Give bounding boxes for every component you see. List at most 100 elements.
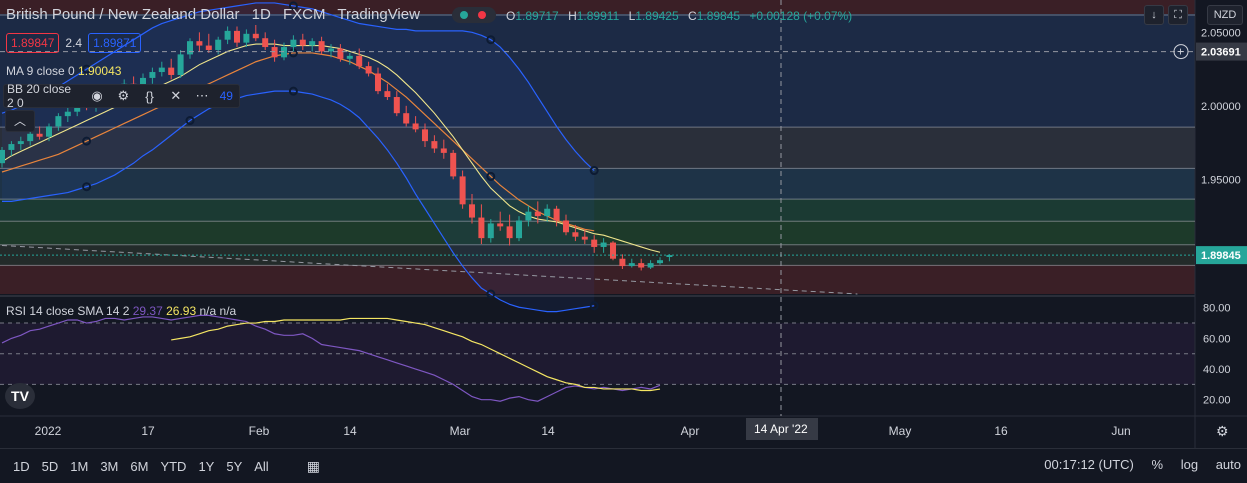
timeframe-1m[interactable]: 1M: [70, 458, 89, 474]
settings-gear-icon[interactable]: ⚙: [1216, 423, 1229, 439]
candle-body: [196, 41, 203, 46]
candle-body: [459, 176, 466, 205]
bb-label: BB 20 close 2 0: [7, 82, 72, 110]
candle-body: [149, 72, 156, 78]
symbol-name[interactable]: British Pound / New Zealand Dollar: [6, 6, 240, 23]
utc-clock[interactable]: 00:17:12 (UTC): [1044, 457, 1134, 472]
timeframe-ytd[interactable]: YTD: [160, 458, 187, 474]
candlestick-series: [0, 24, 673, 271]
timeframe-5y[interactable]: 5Y: [226, 458, 243, 474]
open-value: 1.89717: [515, 9, 559, 23]
timeframe-6m[interactable]: 6M: [130, 458, 149, 474]
currency-button[interactable]: NZD: [1207, 5, 1243, 25]
candle-body: [271, 47, 278, 58]
bb-value: 49: [219, 89, 233, 103]
timeframe-3m[interactable]: 3M: [100, 458, 119, 474]
percent-toggle[interactable]: %: [1151, 457, 1164, 472]
crosshair-price-label: 2.03691: [1201, 47, 1241, 59]
candle-body: [337, 48, 344, 59]
rsi-tick: 20.00: [1203, 395, 1231, 407]
candle-body: [553, 208, 560, 221]
collapse-legend-button[interactable]: ︿: [5, 110, 35, 132]
candle-body: [356, 55, 363, 67]
open-label: O: [506, 9, 516, 23]
sell-button[interactable]: 1.89847: [6, 33, 60, 53]
fullscreen-icon[interactable]: ⛶: [1168, 5, 1188, 25]
candle-body: [46, 126, 52, 137]
rsi-tick: 40.00: [1203, 364, 1231, 376]
candle-body: [487, 223, 494, 239]
add-alert-icon: [1173, 44, 1189, 60]
candle-body: [440, 148, 447, 153]
price-tick: 1.95000: [1201, 174, 1241, 186]
interval-label[interactable]: 1D: [251, 6, 271, 23]
candle-body: [243, 33, 250, 43]
close-value: 1.89845: [696, 9, 741, 23]
bb-marker: [486, 171, 496, 181]
download-icon[interactable]: ↓: [1144, 5, 1164, 25]
candle-body: [450, 152, 457, 177]
source-label: TradingView: [337, 6, 420, 23]
bb-basis-line: [1, 52, 595, 232]
bb-marker: [589, 166, 599, 176]
price-tick: 2.00000: [1201, 101, 1241, 113]
rsi-tick: 80.00: [1203, 303, 1231, 315]
more-icon[interactable]: ⋯: [195, 88, 209, 103]
bb-marker: [82, 136, 92, 146]
candle-body: [572, 232, 579, 237]
timeframe-1y[interactable]: 1Y: [198, 458, 215, 474]
bb-marker: [185, 10, 195, 20]
timeframe-5d[interactable]: 5D: [41, 458, 59, 474]
buy-button[interactable]: 1.89871: [88, 33, 142, 53]
bb-marker: [82, 182, 92, 192]
candle-body: [168, 67, 175, 75]
candle-body: [187, 41, 193, 55]
bb-legend[interactable]: BB 20 close 2 0 ◉ ⚙ {} ✕ ⋯ 49: [3, 82, 240, 110]
high-value: 1.89911: [576, 9, 620, 23]
change-value: +0.00128 (+0.07%): [749, 9, 853, 23]
time-tick: Mar: [450, 424, 471, 438]
candle-body: [224, 30, 231, 40]
ma-legend[interactable]: MA 9 close 0 1.90043: [6, 64, 121, 78]
bb-marker: [288, 86, 298, 96]
low-value: 1.89425: [635, 9, 679, 23]
time-tick: 14: [541, 424, 555, 438]
candle-body: [591, 239, 598, 247]
price-axis: 2.050002.000001.950001.9000080.0060.0040…: [0, 27, 1247, 407]
candle-body: [309, 41, 316, 46]
ma-value: 1.90043: [78, 64, 122, 78]
market-status[interactable]: [452, 7, 496, 23]
timeframe-1d[interactable]: 1D: [13, 458, 30, 474]
candle-body: [628, 263, 635, 267]
timeframe-all[interactable]: All: [254, 458, 269, 474]
horizontal-levels: [0, 14, 1195, 266]
rsi-legend[interactable]: RSI 14 close SMA 14 2 29.37 26.93 n/a n/…: [6, 304, 236, 318]
price-tick: 2.05000: [1201, 27, 1241, 39]
candle-body: [657, 260, 663, 264]
candle-body: [64, 111, 71, 117]
crosshair-price-badge: [1196, 42, 1247, 61]
eye-icon[interactable]: ◉: [91, 88, 103, 103]
quote-panel: 1.89847 2.4 1.89871: [6, 32, 142, 54]
candle-body: [581, 236, 588, 240]
timeframe-buttons: 1D 5D 1M 3M 6M YTD 1Y 5Y All: [0, 459, 269, 474]
bb-marker: [486, 289, 496, 299]
bollinger-bands: [1, 1, 599, 313]
low-label: L: [628, 9, 636, 23]
tradingview-logo-icon[interactable]: TV: [5, 383, 35, 409]
log-toggle[interactable]: log: [1180, 457, 1199, 472]
time-tick: 17: [141, 424, 155, 438]
auto-toggle[interactable]: auto: [1215, 457, 1241, 472]
source-code-icon[interactable]: {}: [145, 88, 154, 104]
candle-body: [299, 39, 306, 46]
close-icon[interactable]: ✕: [170, 88, 182, 103]
candle-body: [544, 208, 551, 217]
candle-body: [412, 123, 419, 130]
candle-body: [17, 141, 24, 145]
calendar-icon[interactable]: ▦: [306, 457, 320, 474]
candle-body: [205, 45, 212, 50]
time-tick: 14: [343, 424, 357, 438]
crosshair-date-badge: [746, 418, 818, 440]
gear-icon[interactable]: ⚙: [117, 88, 130, 103]
